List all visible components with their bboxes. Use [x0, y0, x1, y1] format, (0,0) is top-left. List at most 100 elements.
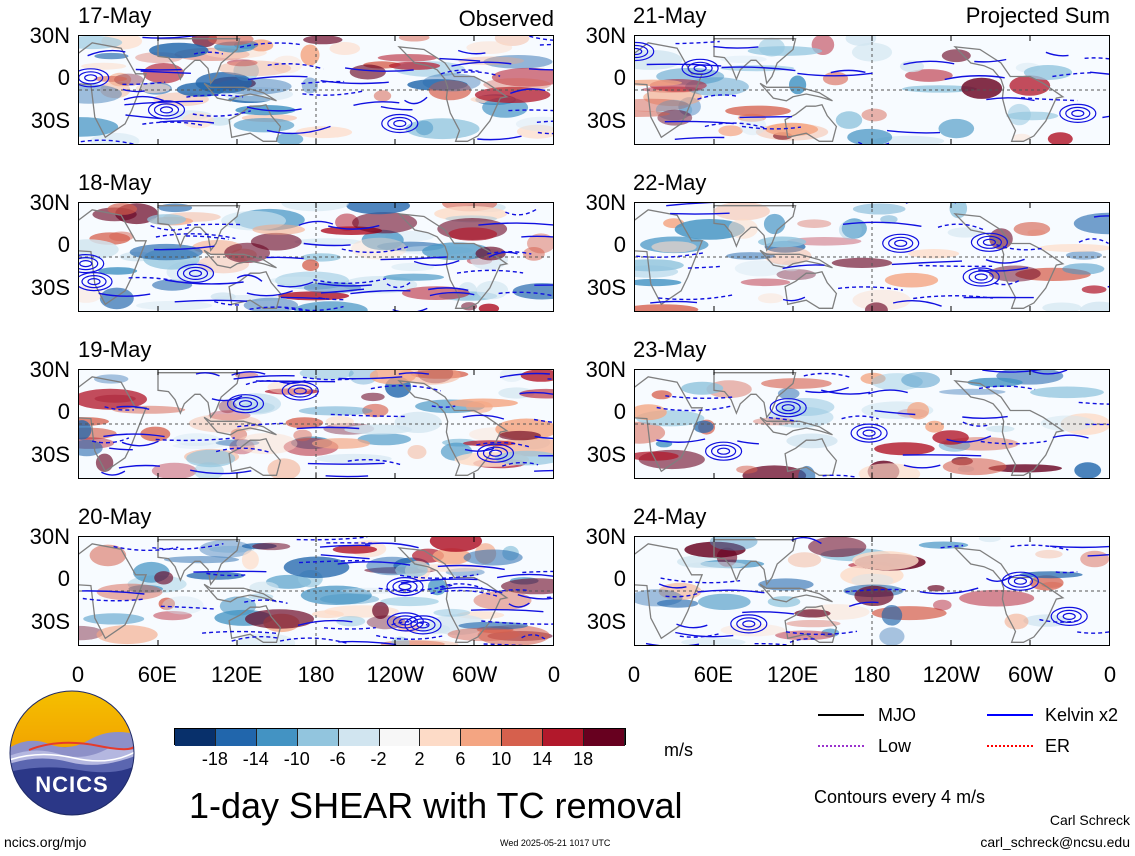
shear-shading: [94, 374, 129, 384]
shear-shading: [164, 556, 239, 564]
colorbar-tick-label: -2: [370, 749, 387, 769]
kelvin-contour: [79, 259, 93, 268]
kelvin-contour: [113, 545, 179, 552]
y-tick-label: 30N: [29, 190, 70, 215]
kelvin-contour: [121, 440, 159, 447]
kelvin-contour: [710, 444, 737, 458]
shear-shading: [635, 278, 682, 287]
coastline: [635, 543, 704, 640]
x-tick-label: 0: [547, 662, 561, 687]
kelvin-contour: [386, 281, 411, 289]
kelvin-contour: [247, 75, 308, 81]
kelvin-contour: [457, 49, 486, 55]
kelvin-contour: [521, 634, 546, 640]
kelvin-contour: [886, 129, 941, 134]
shear-shading: [380, 596, 439, 607]
legend-label-kelvin: Kelvin x2: [1045, 705, 1119, 725]
kelvin-contour: [124, 100, 204, 106]
kelvin-contour: [1055, 571, 1078, 574]
kelvin-contour: [302, 90, 364, 96]
shear-shading: [311, 438, 371, 449]
shear-shading: [302, 259, 320, 271]
kelvin-contour: [293, 387, 307, 395]
shear-shading: [674, 219, 745, 240]
x-tick-label: 60E: [693, 662, 733, 687]
kelvin-contour: [398, 582, 412, 591]
colorbar-tick-label: -6: [329, 749, 346, 769]
kelvin-contour: [994, 278, 1022, 286]
colorbar-swatch: [461, 729, 503, 746]
colorbar-tick-label: -14: [242, 749, 269, 769]
kelvin-contour: [739, 116, 793, 119]
kelvin-contour: [1052, 72, 1093, 78]
kelvin-contour: [962, 267, 1000, 287]
kelvin-contour: [666, 203, 715, 207]
kelvin-contour: [797, 72, 873, 77]
shear-shading: [742, 465, 807, 478]
coastline: [397, 212, 509, 309]
kelvin-contour: [284, 305, 344, 311]
shear-shading: [267, 458, 301, 478]
kelvin-contour: [246, 290, 293, 297]
kelvin-contour: [206, 572, 249, 577]
kelvin-contour: [439, 57, 481, 62]
shear-shading: [96, 625, 158, 645]
shear-shading: [959, 589, 1035, 607]
shear-shading: [907, 402, 930, 420]
map-panel-svg: [79, 370, 553, 478]
shear-shading: [300, 585, 372, 605]
colorbar-unit: m/s: [664, 740, 693, 760]
x-tick-label: 60W: [452, 662, 498, 687]
shear-shading: [344, 424, 413, 435]
kelvin-contour: [142, 36, 197, 39]
kelvin-contour: [404, 615, 442, 635]
kelvin-contour: [919, 587, 979, 595]
x-tick-label: 60W: [1008, 662, 1054, 687]
kelvin-contour: [476, 443, 515, 463]
kelvin-contour: [150, 224, 191, 231]
y-tick-label: 30S: [30, 275, 70, 300]
kelvin-contour: [822, 474, 856, 478]
shear-shading: [852, 289, 911, 311]
kelvin-contour: [296, 537, 368, 541]
kelvin-contour: [214, 300, 240, 306]
coastline: [228, 605, 282, 643]
kelvin-contour: [338, 640, 397, 645]
kelvin-contour: [1062, 612, 1076, 621]
coastline: [79, 42, 148, 139]
shear-shading: [377, 54, 438, 62]
shear-shading: [461, 302, 478, 311]
kelvin-contour: [791, 537, 822, 545]
kelvin-contour: [79, 272, 113, 292]
y-tick-label: 30N: [585, 357, 626, 382]
kelvin-contour: [437, 564, 505, 571]
shear-shading: [162, 596, 204, 615]
kelvin-contour: [693, 64, 707, 72]
kelvin-contour: [856, 426, 882, 440]
kelvin-contour: [1071, 109, 1085, 118]
shear-shading: [527, 233, 553, 254]
kelvin-contour: [902, 454, 982, 457]
shear-shading: [383, 273, 445, 281]
y-tick-label: 30S: [586, 442, 626, 467]
kelvin-contour: [478, 222, 553, 226]
kelvin-contour: [534, 435, 553, 440]
shear-shading: [79, 439, 103, 457]
shear-shading: [852, 203, 906, 215]
shear-shading: [149, 42, 209, 59]
shear-shading: [129, 243, 203, 261]
kelvin-contour: [528, 68, 553, 71]
shear-shading: [448, 227, 498, 241]
kelvin-contour: [193, 570, 267, 573]
shear-shading: [233, 118, 295, 133]
shear-shading: [933, 599, 952, 611]
map-panel-svg: [635, 36, 1109, 144]
kelvin-contour: [913, 295, 993, 300]
panel-date-1: 17-May: [78, 3, 152, 28]
coastline: [635, 42, 704, 139]
shear-shading: [978, 537, 1001, 543]
x-tick-label: 0: [71, 662, 85, 687]
shear-shading: [786, 433, 838, 449]
kelvin-contour: [266, 256, 304, 260]
kelvin-contour: [325, 475, 369, 478]
